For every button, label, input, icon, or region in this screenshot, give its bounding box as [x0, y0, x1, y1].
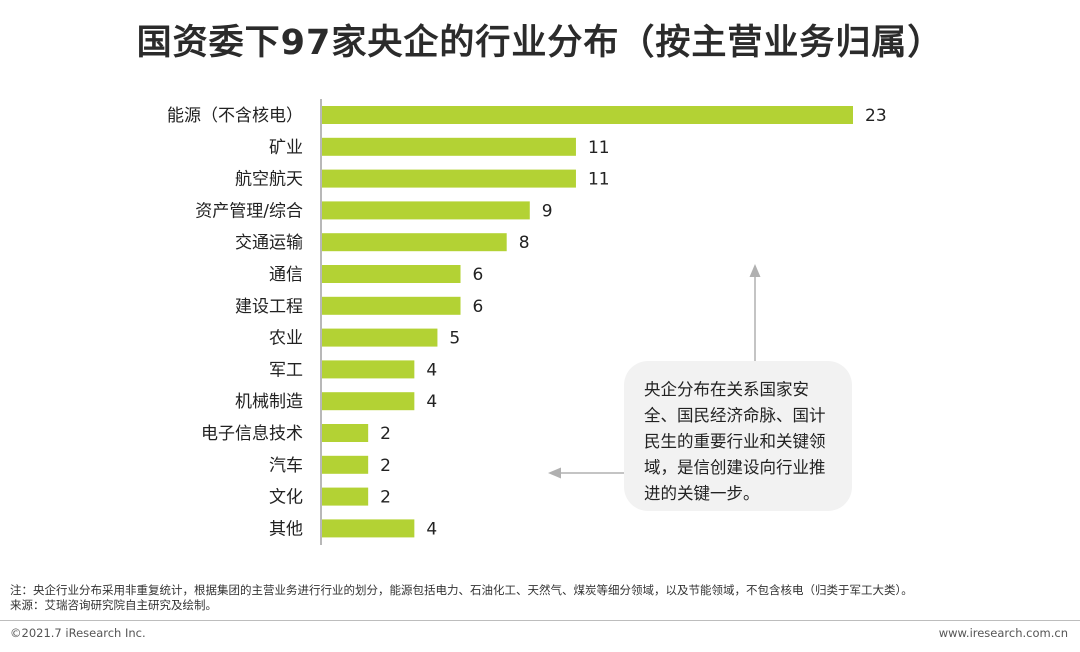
page-title: 国资委下97家央企的行业分布（按主营业务归属） [136, 23, 944, 63]
category-label-12: 文化 [269, 488, 303, 508]
category-label-4: 交通运输 [235, 233, 303, 253]
category-label-13: 其他 [269, 519, 303, 539]
category-label-10: 电子信息技术 [201, 424, 303, 444]
category-label-2: 航空航天 [235, 170, 303, 190]
arrow-left-icon [548, 467, 624, 479]
bar-10 [322, 424, 369, 442]
value-label-7: 5 [449, 329, 460, 349]
value-label-4: 8 [519, 233, 530, 253]
category-label-8: 军工 [269, 360, 303, 380]
bar-8 [322, 360, 415, 379]
bar-7 [322, 328, 438, 347]
value-label-12: 2 [380, 488, 391, 508]
value-label-2: 11 [588, 170, 610, 190]
bar-13 [322, 519, 415, 538]
value-label-13: 4 [426, 519, 437, 539]
bar-9 [322, 392, 415, 411]
bar-11 [322, 455, 369, 474]
value-label-5: 6 [473, 265, 484, 285]
category-label-6: 建设工程 [235, 297, 303, 317]
bar-2 [322, 169, 576, 188]
footnote-note: 注：央企行业分布采用非重复统计，根据集团的主营业务进行行业的划分，能源包括电力、… [10, 583, 913, 597]
category-label-11: 汽车 [269, 456, 303, 476]
category-labels-group: 能源（不含核电） 矿业航空航天资产管理/综合交通运输通信建设工程农业军工机械制造电… [167, 106, 303, 539]
bar-chart: 能源（不含核电） 矿业航空航天资产管理/综合交通运输通信建设工程农业军工机械制造电… [167, 99, 887, 545]
value-label-3: 9 [542, 201, 553, 221]
website-link[interactable]: www.iresearch.com.cn [938, 626, 1068, 640]
value-label-6: 6 [473, 297, 484, 317]
bars-group [322, 106, 853, 538]
annotation-callout: 央企分布在关系国家安全、国民经济命脉、国计民生的重要行业和关键领域，是信创建设向… [624, 361, 852, 511]
value-label-8: 4 [426, 360, 437, 380]
value-label-9: 4 [426, 392, 437, 412]
bar-6 [322, 296, 461, 315]
bar-0 [322, 106, 853, 124]
category-label-3: 资产管理/综合 [195, 201, 303, 221]
copyright-text: ©2021.7 iResearch Inc. [10, 626, 146, 640]
category-label-0: 能源（不含核电） [167, 106, 303, 126]
footer-divider [0, 620, 1080, 621]
value-label-1: 11 [588, 138, 610, 158]
footnote-source: 来源：艾瑞咨询研究院自主研究及绘制。 [10, 598, 217, 612]
bar-3 [322, 201, 530, 220]
value-label-10: 2 [380, 424, 391, 444]
bar-1 [322, 137, 576, 156]
category-label-1: 矿业 [269, 138, 303, 158]
footnote: 注：央企行业分布采用非重复统计，根据集团的主营业务进行行业的划分，能源包括电力、… [10, 583, 1074, 613]
bar-5 [322, 265, 461, 283]
category-label-7: 农业 [269, 329, 303, 349]
category-label-9: 机械制造 [235, 392, 303, 412]
bar-4 [322, 233, 507, 252]
value-label-11: 2 [380, 456, 391, 476]
arrow-up-icon [749, 264, 761, 361]
bar-12 [322, 487, 369, 506]
category-label-5: 通信 [269, 265, 303, 285]
value-label-0: 23 [865, 106, 887, 126]
